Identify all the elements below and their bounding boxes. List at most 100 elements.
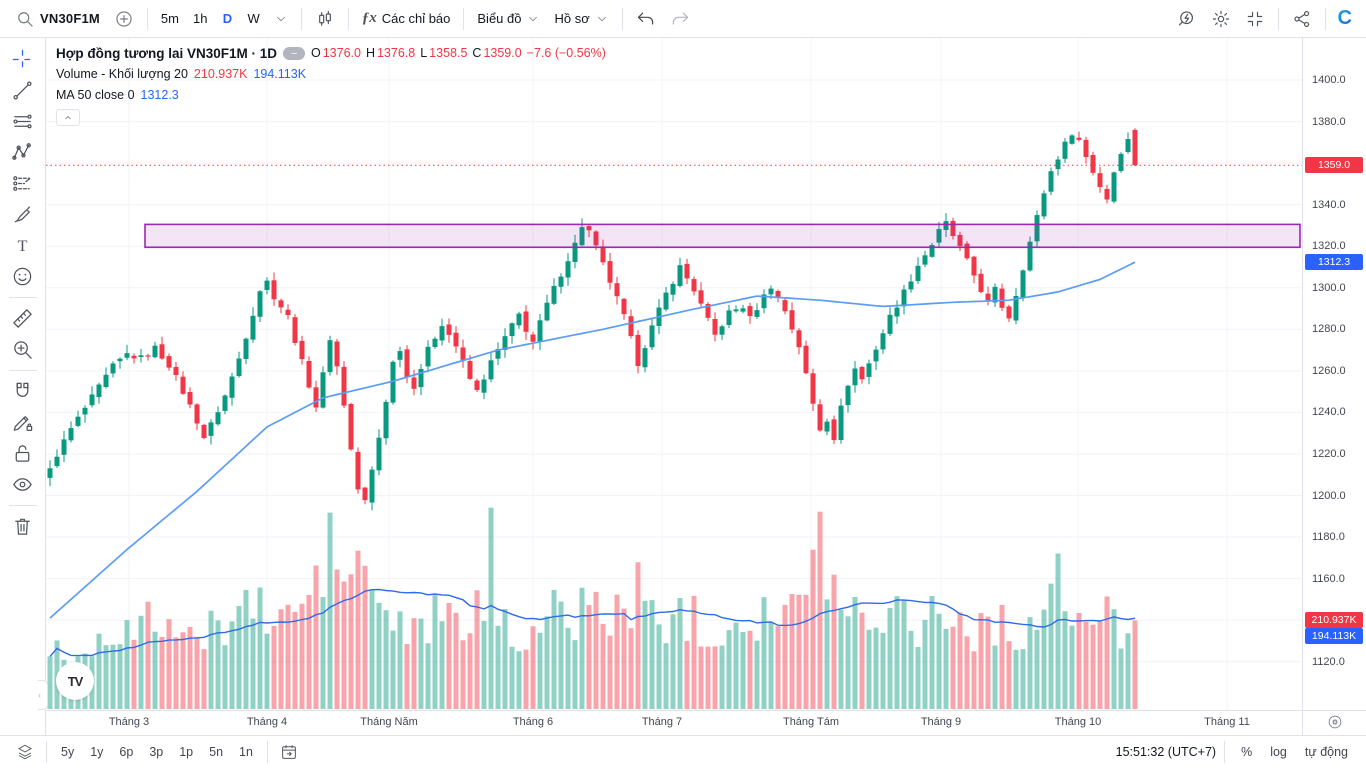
- alert-flash-icon: [1177, 9, 1197, 29]
- redo-icon: [670, 9, 690, 29]
- chart-style-button[interactable]: [308, 5, 342, 33]
- drawing-mode-tool[interactable]: [5, 407, 41, 438]
- divider: [8, 370, 37, 371]
- month-label: Tháng 11: [1204, 716, 1250, 728]
- ma-value: 1312.3: [140, 88, 179, 102]
- magnet-icon: [16, 382, 29, 397]
- hide-drawings-tool[interactable]: [5, 469, 41, 500]
- range-6p-button[interactable]: 6p: [111, 740, 141, 764]
- xabcd-pattern-tool[interactable]: [5, 137, 41, 168]
- go-to-date-icon[interactable]: [274, 743, 304, 761]
- price-tick: 1280.0: [1312, 323, 1346, 335]
- ruler-icon: [13, 309, 32, 328]
- month-label: Tháng 6: [512, 716, 554, 728]
- interval-5m-button[interactable]: 5m: [154, 5, 186, 33]
- text-tool[interactable]: T: [5, 230, 41, 261]
- brush-tool[interactable]: [5, 199, 41, 230]
- compare-add-button[interactable]: [107, 5, 141, 33]
- divider: [8, 505, 37, 506]
- fib-lines-tool[interactable]: [5, 106, 41, 137]
- volume-value: 210.937K: [193, 67, 248, 81]
- settings-button[interactable]: [1204, 5, 1238, 33]
- month-label: Tháng 10: [1054, 716, 1102, 728]
- price-tick: 1340.0: [1312, 199, 1346, 211]
- fx-icon: ƒx: [361, 10, 377, 26]
- top-toolbar: VN30F1M 5m 1h D W ƒx Các chỉ báo Biểu đồ Hồ…: [0, 0, 1366, 38]
- time-axis[interactable]: Tháng 3 Tháng 4 Tháng Năm Tháng 6 Tháng 7 Thá…: [46, 710, 1302, 736]
- rectangle-drawing[interactable]: [144, 223, 1301, 249]
- undo-button[interactable]: [629, 5, 663, 33]
- legend-collapse-button[interactable]: [56, 109, 80, 126]
- drawing-toolbar: T: [0, 38, 46, 735]
- magnet-tool[interactable]: [5, 376, 41, 407]
- tradingview-logo[interactable]: TV: [56, 662, 94, 700]
- price-tick: 1160.0: [1312, 573, 1345, 585]
- range-5y-button[interactable]: 5y: [53, 740, 82, 764]
- range-5n-button[interactable]: 5n: [201, 740, 231, 764]
- trash-tool[interactable]: [5, 511, 41, 542]
- interval-w-button[interactable]: W: [240, 5, 266, 33]
- chart-menu-label: Biểu đồ: [477, 11, 522, 26]
- chevron-down-icon: [595, 12, 609, 26]
- price-tick: 1220.0: [1312, 448, 1346, 460]
- symbol-search-button[interactable]: VN30F1M: [8, 5, 107, 33]
- divider: [146, 7, 148, 30]
- toolbar-collapse-handle[interactable]: ‹: [38, 680, 48, 710]
- range-1y-button[interactable]: 1y: [82, 740, 111, 764]
- price-axis[interactable]: 1400.01380.01360.01340.01320.01300.01280…: [1302, 38, 1366, 710]
- divider: [1224, 741, 1226, 763]
- share-button[interactable]: [1285, 5, 1319, 33]
- interval-switcher: 5m 1h D W: [154, 5, 267, 33]
- divider: [347, 7, 349, 30]
- ruler-tool[interactable]: [5, 303, 41, 334]
- source-minus-badge[interactable]: –: [282, 47, 305, 60]
- legend-ma-row[interactable]: MA 50 close 0 1312.3: [56, 85, 608, 106]
- log-scale-button[interactable]: log: [1262, 740, 1295, 764]
- price-tick: 1240.0: [1312, 406, 1346, 418]
- lock-drawings-tool[interactable]: [5, 438, 41, 469]
- range-1p-button[interactable]: 1p: [171, 740, 201, 764]
- chevron-down-icon: [526, 12, 540, 26]
- forecast-position-tool[interactable]: [5, 168, 41, 199]
- ma-indicator-label: MA 50 close 0: [56, 88, 135, 102]
- object-tree-icon[interactable]: [10, 743, 40, 761]
- crosshair-tool[interactable]: [5, 44, 41, 75]
- chart-pane[interactable]: Hợp đồng tương lai VN30F1M · 1D – O 1376.…: [46, 38, 1302, 710]
- price-tick: 1400.0: [1312, 74, 1346, 86]
- circled-gear-icon: [1327, 714, 1343, 733]
- last-price-label: 1359.0: [1305, 157, 1363, 173]
- redo-button[interactable]: [663, 5, 697, 33]
- auto-scale-button[interactable]: tự động: [1297, 740, 1356, 764]
- interval-d-button[interactable]: D: [214, 5, 240, 33]
- zoom-in-tool[interactable]: [5, 334, 41, 365]
- price-tick: 1320.0: [1312, 240, 1346, 252]
- quick-alert-button[interactable]: [1170, 5, 1204, 33]
- legend-symbol-row[interactable]: Hợp đồng tương lai VN30F1M · 1D – O 1376.…: [56, 43, 608, 64]
- trend-line-tool[interactable]: [5, 75, 41, 106]
- chart-legend: Hợp đồng tương lai VN30F1M · 1D – O 1376.…: [56, 43, 608, 126]
- clock[interactable]: 15:51:32 (UTC+7): [1115, 745, 1217, 759]
- bottom-toolbar: 5y 1y 6p 3p 1p 5n 1n 15:51:32 (UTC+7) % log tự…: [0, 735, 1366, 768]
- hide-drawings-icon: [13, 478, 32, 491]
- fullscreen-button[interactable]: [1238, 5, 1272, 33]
- axis-settings-corner[interactable]: [1302, 710, 1366, 736]
- chart-menu-button[interactable]: Biểu đồ: [470, 5, 547, 33]
- divider: [463, 7, 465, 30]
- interval-1h-button[interactable]: 1h: [186, 5, 214, 33]
- profile-menu-button[interactable]: Hồ sơ: [547, 5, 615, 33]
- indicators-button[interactable]: ƒx Các chỉ báo: [355, 5, 458, 33]
- drawing-mode-icon: [13, 416, 33, 431]
- broker-logo[interactable]: C: [1332, 7, 1358, 30]
- legend-volume-row[interactable]: Volume - Khối lượng 20 210.937K 194.113K: [56, 64, 608, 85]
- month-label: Tháng Năm: [360, 716, 418, 728]
- divider: [300, 7, 302, 30]
- gear-icon: [1211, 9, 1231, 29]
- percent-scale-button[interactable]: %: [1233, 740, 1260, 764]
- chevron-down-icon: [274, 12, 288, 26]
- range-1n-button[interactable]: 1n: [231, 740, 261, 764]
- interval-menu-button[interactable]: [267, 5, 295, 33]
- candlestick-chart[interactable]: [46, 38, 1302, 710]
- candles-icon: [315, 9, 335, 29]
- range-3p-button[interactable]: 3p: [141, 740, 171, 764]
- emoji-tool[interactable]: [5, 261, 41, 292]
